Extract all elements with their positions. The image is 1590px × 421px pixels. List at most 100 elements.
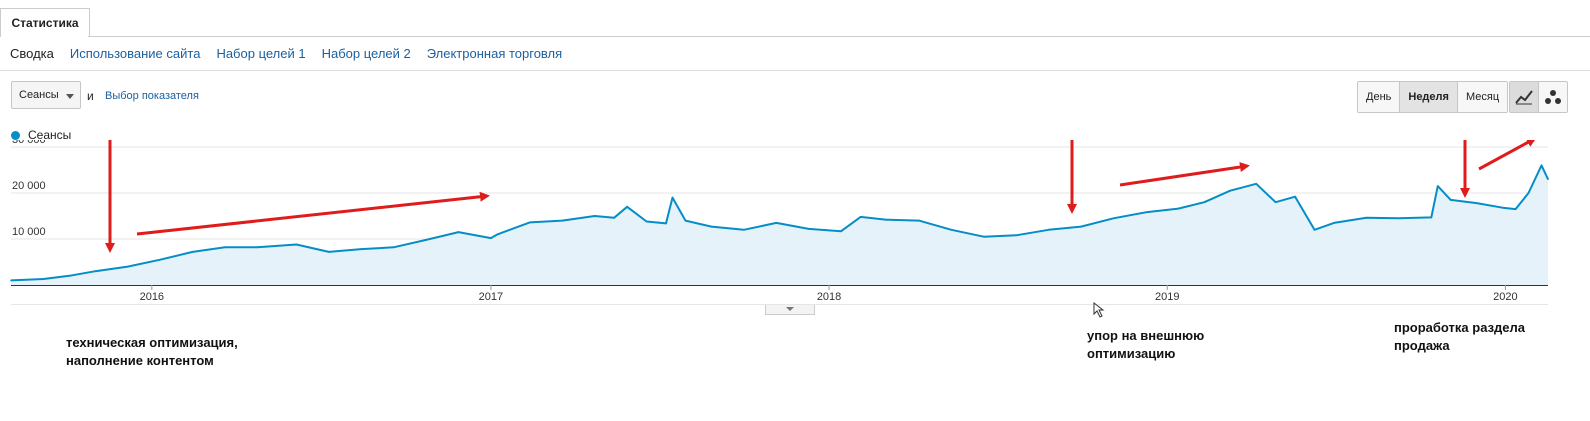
motion-chart-button[interactable] — [1539, 82, 1567, 112]
x-tick-label: 2016 — [140, 291, 164, 303]
data-point — [1313, 229, 1316, 231]
data-point — [983, 235, 985, 238]
data-point — [859, 216, 862, 218]
data-point — [807, 228, 810, 230]
data-point — [1514, 208, 1517, 210]
y-tick-label: 20 000 — [12, 180, 46, 192]
data-point — [42, 278, 45, 280]
subnav-item-summary[interactable]: Сводка — [10, 46, 54, 61]
data-point — [425, 239, 427, 241]
data-point — [645, 220, 648, 223]
metric-select[interactable]: Сеансы — [11, 81, 81, 109]
red-arrow-icon — [136, 191, 490, 236]
motion-chart-icon — [1545, 90, 1561, 104]
data-point — [1229, 189, 1231, 192]
y-tick-label: 30 000 — [12, 140, 46, 146]
mouse-cursor-icon — [1093, 302, 1105, 318]
subnav-item-goal-set-1[interactable]: Набор целей 1 — [216, 46, 306, 61]
data-point — [710, 225, 713, 228]
data-point — [1047, 229, 1050, 231]
tab-label: Статистика — [11, 16, 79, 30]
data-point — [593, 215, 596, 217]
data-point — [885, 218, 888, 221]
sessions-chart: 10 000 20 000 30 000 2016 2017 2018 2019 2020 — [10, 140, 1549, 305]
sessions-line — [10, 164, 1549, 282]
annotation-external: упор на внешнюю оптимизацию — [1087, 327, 1204, 363]
subnav-divider — [0, 70, 1590, 71]
metric-select-value: Сеансы — [19, 89, 59, 101]
period-week-button[interactable]: Неделя — [1400, 82, 1458, 112]
data-point — [1015, 234, 1017, 237]
data-point — [1294, 195, 1296, 198]
pick-metric-link[interactable]: Выбор показателя — [105, 90, 199, 102]
data-point — [918, 219, 920, 222]
data-point — [613, 217, 615, 219]
data-point — [1540, 164, 1543, 167]
annotation-line: проработка раздела — [1394, 320, 1526, 335]
period-toggle: День Неделя Месяц — [1357, 81, 1509, 113]
legend-swatch — [11, 130, 20, 140]
data-point — [490, 237, 492, 239]
period-day-button[interactable]: День — [1358, 82, 1401, 112]
data-point — [1333, 222, 1335, 224]
annotation-technical: техническая оптимизация, наполнение конт… — [66, 334, 238, 370]
x-tick-label: 2018 — [817, 291, 841, 303]
annotation-line: оптимизацию — [1087, 346, 1176, 361]
data-point — [1430, 216, 1433, 219]
subnav-item-ecommerce[interactable]: Электронная торговля — [426, 46, 563, 61]
data-point — [840, 230, 842, 232]
data-point — [94, 270, 97, 273]
data-point — [224, 246, 226, 249]
tab-divider — [88, 36, 1590, 37]
data-point — [1203, 201, 1206, 203]
annotation-line: наполнение контентом — [66, 353, 214, 368]
data-point — [1398, 217, 1400, 220]
and-label: и — [87, 89, 94, 103]
report-subnav: Сводка Использование сайта Набор целей 1… — [10, 46, 562, 61]
data-point — [1255, 183, 1257, 185]
data-point — [1437, 185, 1439, 187]
chart-type-toggle — [1509, 81, 1568, 113]
data-point — [743, 229, 745, 231]
annotation-sales: проработка раздела продажа — [1394, 319, 1525, 355]
data-point — [1475, 202, 1478, 204]
data-point — [68, 275, 71, 277]
annotation-arrows — [105, 140, 1537, 253]
tab-statistics[interactable]: Статистика — [0, 8, 90, 37]
data-point — [1145, 211, 1147, 214]
annotation-line: продажа — [1394, 338, 1450, 353]
data-point — [671, 196, 674, 199]
data-point — [1274, 201, 1277, 203]
data-point — [1449, 199, 1452, 201]
data-point — [950, 229, 953, 231]
data-point — [1501, 206, 1504, 209]
red-arrow-icon — [1478, 140, 1537, 171]
x-tick-label: 2020 — [1493, 291, 1517, 303]
subnav-item-goal-set-2[interactable]: Набор целей 2 — [321, 46, 411, 61]
line-chart-icon — [1515, 90, 1533, 105]
sessions-area — [11, 165, 1548, 285]
data-point — [159, 258, 161, 261]
annotation-line: упор на внешнюю — [1087, 328, 1205, 343]
period-month-button[interactable]: Месяц — [1457, 82, 1508, 112]
annotation-line: техническая оптимизация, — [66, 335, 238, 350]
data-point — [496, 233, 499, 236]
red-arrow-icon — [1119, 162, 1250, 187]
chevron-down-icon — [786, 307, 794, 311]
y-tick-label: 10 000 — [12, 226, 46, 238]
data-point — [775, 222, 778, 224]
chart-resize-handle[interactable] — [765, 305, 815, 315]
x-tick-label: 2017 — [479, 291, 503, 303]
data-point — [1080, 225, 1082, 228]
data-point — [1365, 217, 1368, 219]
data-point — [1547, 178, 1549, 180]
line-chart-button[interactable] — [1510, 82, 1539, 112]
data-point — [360, 248, 363, 250]
subnav-item-site-usage[interactable]: Использование сайта — [69, 46, 201, 61]
data-point — [1177, 207, 1180, 210]
data-point — [1527, 192, 1530, 194]
chevron-down-icon — [66, 94, 74, 99]
data-point — [1112, 217, 1115, 220]
legend-label: Сеансы — [28, 128, 72, 142]
data-point — [256, 246, 259, 249]
